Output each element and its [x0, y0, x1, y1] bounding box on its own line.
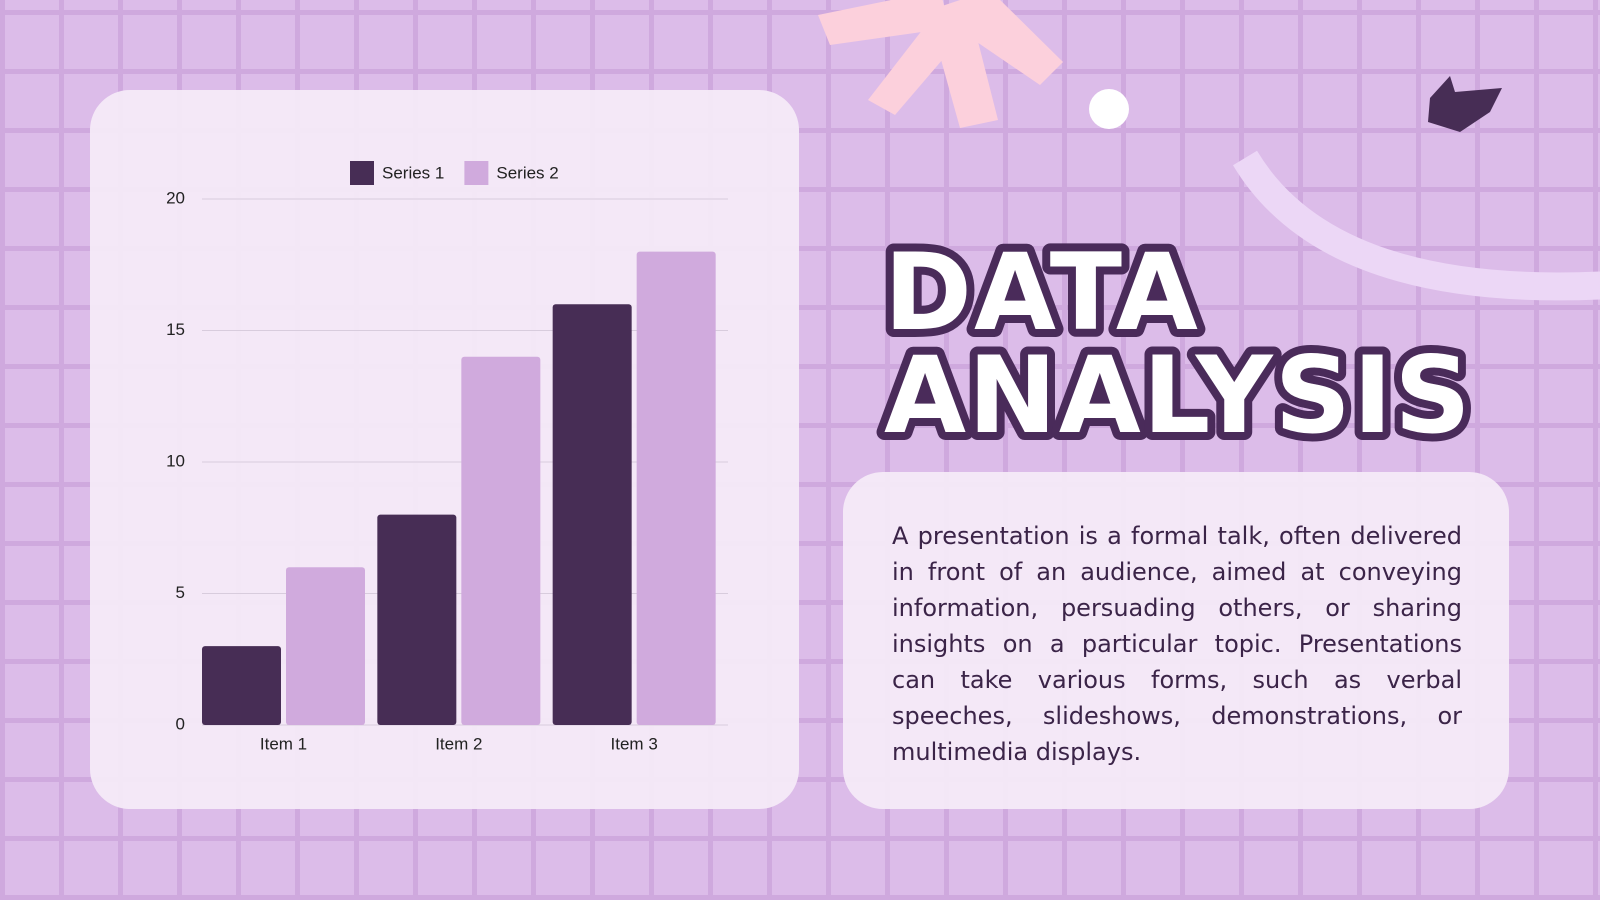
asterisk — [818, 0, 1063, 128]
bar — [636, 251, 716, 725]
bar — [377, 514, 457, 725]
asterisk-arm — [868, 20, 955, 115]
legend-swatch — [464, 161, 489, 185]
y-tick-label: 0 — [176, 714, 185, 733]
chart: 0 5 10 15 20 Item 1 Item 2 Item 3 Series 1 Series… — [166, 161, 728, 753]
title-line: DATA — [884, 231, 1200, 354]
asterisk-arm — [818, 0, 950, 45]
bar — [286, 567, 365, 725]
x-tick-label: Item 3 — [611, 734, 658, 753]
y-tick-label: 10 — [166, 451, 185, 470]
dot — [1089, 89, 1129, 129]
y-tick-label: 15 — [166, 320, 185, 339]
title-line: ANALYSIS — [884, 334, 1473, 457]
bar — [461, 356, 541, 725]
shape — [1428, 76, 1502, 132]
x-tick-label: Item 2 — [435, 734, 482, 753]
y-tick-label: 20 — [166, 188, 185, 207]
body-text: A presentation is a formal talk, often d… — [892, 522, 1462, 766]
legend-swatch — [350, 161, 374, 185]
text-panel — [843, 472, 1509, 809]
legend-label: Series 2 — [496, 163, 558, 182]
arc — [1232, 150, 1600, 301]
legend-label: Series 1 — [382, 163, 444, 182]
bar — [202, 646, 281, 725]
x-tick-label: Item 1 — [260, 734, 307, 753]
bar — [552, 304, 632, 725]
y-tick-label: 5 — [176, 583, 185, 602]
